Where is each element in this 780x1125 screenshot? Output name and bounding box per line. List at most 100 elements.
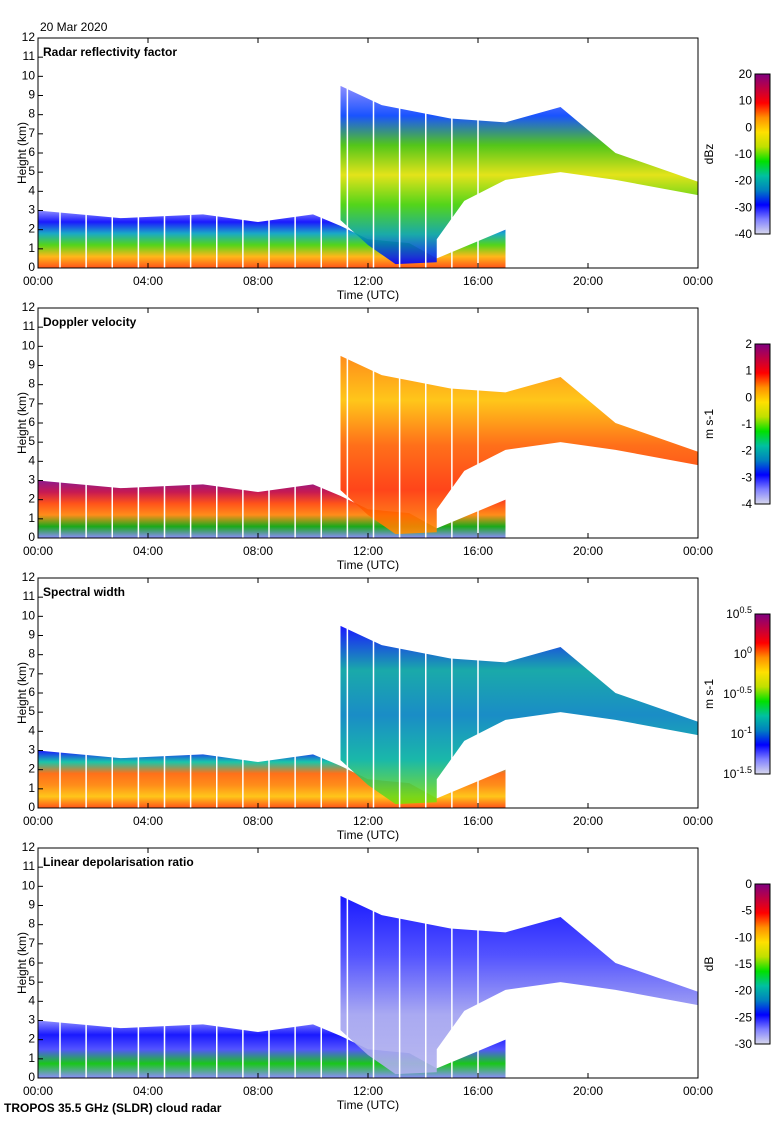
y-axis-label: Height (km) xyxy=(15,122,29,184)
echo-layer xyxy=(38,38,698,268)
colorbar-tick-label: 1 xyxy=(745,364,752,378)
colorbar-tick-label: 0 xyxy=(745,120,752,134)
colorbar-tick-label: -30 xyxy=(735,200,753,214)
y-tick-label: 12 xyxy=(22,570,36,584)
exponent: -0.5 xyxy=(736,685,752,695)
colorbar xyxy=(754,73,771,235)
y-tick-label: 10 xyxy=(22,68,36,82)
y-tick-label: 12 xyxy=(22,30,36,44)
exponent: -1.5 xyxy=(736,765,752,775)
x-tick-label: 04:00 xyxy=(133,544,163,558)
x-axis-label: Time (UTC) xyxy=(337,828,399,842)
y-tick-label: 5 xyxy=(28,704,35,718)
y-tick-label: 7 xyxy=(28,126,35,140)
y-tick-label: 5 xyxy=(28,974,35,988)
colorbar-label: dB xyxy=(702,957,716,972)
x-tick-label: 20:00 xyxy=(573,274,603,288)
x-tick-label: 20:00 xyxy=(573,544,603,558)
y-tick-label: 3 xyxy=(28,1013,35,1027)
y-tick-label: 8 xyxy=(28,107,35,121)
x-tick-label: 12:00 xyxy=(353,274,383,288)
y-tick-label: 5 xyxy=(28,164,35,178)
y-tick-label: 0 xyxy=(28,260,35,274)
y-tick-label: 9 xyxy=(28,898,35,912)
echo-layer xyxy=(38,308,698,538)
y-tick-label: 7 xyxy=(28,396,35,410)
colorbar-tick-label: -5 xyxy=(741,904,752,918)
y-tick-label: 8 xyxy=(28,647,35,661)
colorbar-tick-label: 10 xyxy=(739,94,753,108)
colorbar-tick-label: -15 xyxy=(735,957,753,971)
y-tick-label: 4 xyxy=(28,993,35,1007)
colorbar-tick-label: -10 xyxy=(735,147,753,161)
date-label: 20 Mar 2020 xyxy=(40,20,108,34)
panel-title: Radar reflectivity factor xyxy=(43,45,177,59)
exponent: 0 xyxy=(747,645,752,655)
colorbar-tick-label: -2 xyxy=(741,444,752,458)
x-tick-label: 00:00 xyxy=(683,274,713,288)
y-tick-label: 0 xyxy=(28,530,35,544)
y-tick-label: 7 xyxy=(28,666,35,680)
y-tick-label: 10 xyxy=(22,878,36,892)
y-axis-label: Height (km) xyxy=(15,662,29,724)
colorbar-tick-label: 20 xyxy=(739,67,753,81)
colorbar xyxy=(754,343,771,505)
x-tick-label: 20:00 xyxy=(573,1084,603,1098)
colorbar-tick-label: -40 xyxy=(735,227,753,241)
y-tick-label: 9 xyxy=(28,88,35,102)
colorbar-tick-label: 2 xyxy=(745,337,752,351)
colorbar-label: m s-1 xyxy=(702,409,716,439)
x-tick-label: 12:00 xyxy=(353,544,383,558)
y-tick-label: 9 xyxy=(28,358,35,372)
colorbar-tick-label: -10 xyxy=(735,930,753,944)
panel-title: Spectral width xyxy=(43,585,125,599)
exponent: 0.5 xyxy=(739,605,752,615)
y-tick-label: 1 xyxy=(28,1051,35,1065)
x-tick-label: 16:00 xyxy=(463,544,493,558)
y-tick-label: 3 xyxy=(28,743,35,757)
colorbar-tick-label: 0 xyxy=(745,877,752,891)
y-tick-label: 11 xyxy=(23,49,36,63)
y-axis-label: Height (km) xyxy=(15,392,29,454)
y-tick-label: 12 xyxy=(22,300,36,314)
x-tick-label: 00:00 xyxy=(23,274,53,288)
colorbar-tick-label: -30 xyxy=(735,1037,753,1051)
y-tick-label: 6 xyxy=(28,415,35,429)
x-tick-label: 20:00 xyxy=(573,814,603,828)
y-tick-label: 2 xyxy=(28,222,35,236)
x-tick-label: 08:00 xyxy=(243,544,273,558)
colorbar xyxy=(754,613,771,775)
y-tick-label: 2 xyxy=(28,492,35,506)
colorbar-tick-label: 100.5 xyxy=(726,605,752,621)
y-tick-label: 1 xyxy=(28,781,35,795)
x-tick-label: 04:00 xyxy=(133,1084,163,1098)
y-tick-label: 0 xyxy=(28,800,35,814)
x-tick-label: 00:00 xyxy=(683,1084,713,1098)
y-tick-label: 1 xyxy=(28,511,35,525)
x-tick-label: 08:00 xyxy=(243,814,273,828)
x-tick-label: 16:00 xyxy=(463,274,493,288)
x-axis-label: Time (UTC) xyxy=(337,1098,399,1112)
x-tick-label: 04:00 xyxy=(133,274,163,288)
x-tick-label: 00:00 xyxy=(683,814,713,828)
y-tick-label: 7 xyxy=(28,936,35,950)
echo-upper-cloud xyxy=(340,355,698,535)
y-tick-label: 1 xyxy=(28,241,35,255)
y-tick-label: 6 xyxy=(28,145,35,159)
y-tick-label: 4 xyxy=(28,723,35,737)
colorbar-tick-label: 100 xyxy=(734,645,752,661)
echo-upper-cloud xyxy=(340,895,698,1075)
y-tick-label: 10 xyxy=(22,338,36,352)
footer-label: TROPOS 35.5 GHz (SLDR) cloud radar xyxy=(4,1101,222,1115)
colorbar-tick-label: -25 xyxy=(735,1010,753,1024)
colorbar-label: m s-1 xyxy=(702,679,716,709)
y-tick-label: 8 xyxy=(28,377,35,391)
colorbar-tick-label: -20 xyxy=(735,174,753,188)
echo-upper-cloud xyxy=(340,625,698,805)
panel-4: Linear depolarisation ratio0123456789101… xyxy=(15,840,771,1112)
x-tick-label: 16:00 xyxy=(463,814,493,828)
x-tick-label: 12:00 xyxy=(353,814,383,828)
